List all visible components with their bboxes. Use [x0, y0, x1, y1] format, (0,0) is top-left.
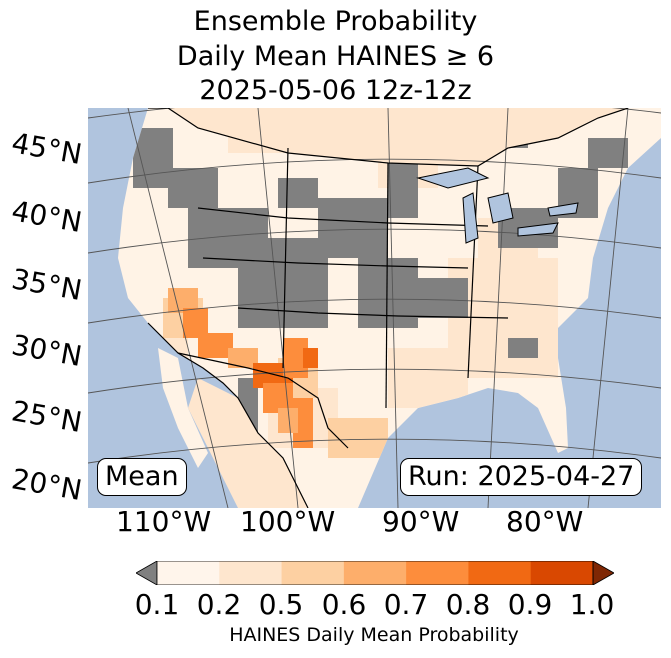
map-canvas: [88, 108, 661, 508]
colorbar-under-arrow: [136, 561, 158, 585]
colorbar-title: HAINES Daily Mean Probability: [229, 624, 519, 646]
baja-land: [158, 348, 208, 468]
lat-label-40: 40°N: [9, 194, 85, 240]
mexico-land: [188, 378, 308, 508]
title-line-3: 2025-05-06 12z-12z: [199, 75, 472, 106]
lon-label-90: 90°W: [382, 505, 460, 538]
high-probability-cells: [168, 288, 318, 448]
lat-label-25: 25°N: [9, 394, 85, 440]
title-line-2: Daily Mean HAINES ≥ 6: [176, 41, 495, 72]
colorbar-segments: [157, 561, 594, 585]
colorbar-tick-3: 0.6: [321, 588, 367, 621]
colorbar-tick-6: 0.9: [507, 588, 553, 621]
colorbar-tick-0: 0.1: [134, 588, 180, 621]
colorbar-segment: [157, 561, 220, 585]
lat-label-45: 45°N: [9, 126, 85, 172]
mean-box: Mean: [97, 458, 187, 496]
colorbar-tick-4: 0.7: [383, 588, 429, 621]
lat-label-20: 20°N: [9, 462, 85, 508]
colorbar-over-arrow: [592, 561, 614, 585]
lon-label-110: 110°W: [116, 505, 212, 538]
lon-label-80: 80°W: [506, 505, 584, 538]
colorbar-tick-7: 1.0: [569, 588, 615, 621]
colorbar-segment: [530, 561, 594, 585]
probability-map: [88, 108, 661, 508]
run-date-box: Run: 2025-04-27: [400, 458, 643, 496]
colorbar-segment: [468, 561, 532, 585]
lon-label-100: 100°W: [240, 505, 336, 538]
lat-label-35: 35°N: [9, 262, 85, 308]
colorbar-tick-2: 0.5: [258, 588, 304, 621]
colorbar-outline: [156, 561, 594, 585]
borders: [147, 108, 629, 508]
colorbar-segment: [343, 561, 407, 585]
colorbar-segment: [281, 561, 345, 585]
graticule: [88, 108, 661, 508]
title-line-1: Ensemble Probability: [193, 6, 478, 37]
great-lakes: [416, 167, 579, 244]
colorbar-tick-1: 0.2: [196, 588, 242, 621]
colorbar: [136, 561, 614, 585]
colorbar-segment: [406, 561, 469, 585]
colorbar-segment: [219, 561, 283, 585]
lat-label-30: 30°N: [9, 328, 85, 374]
colorbar-tick-5: 0.8: [445, 588, 491, 621]
